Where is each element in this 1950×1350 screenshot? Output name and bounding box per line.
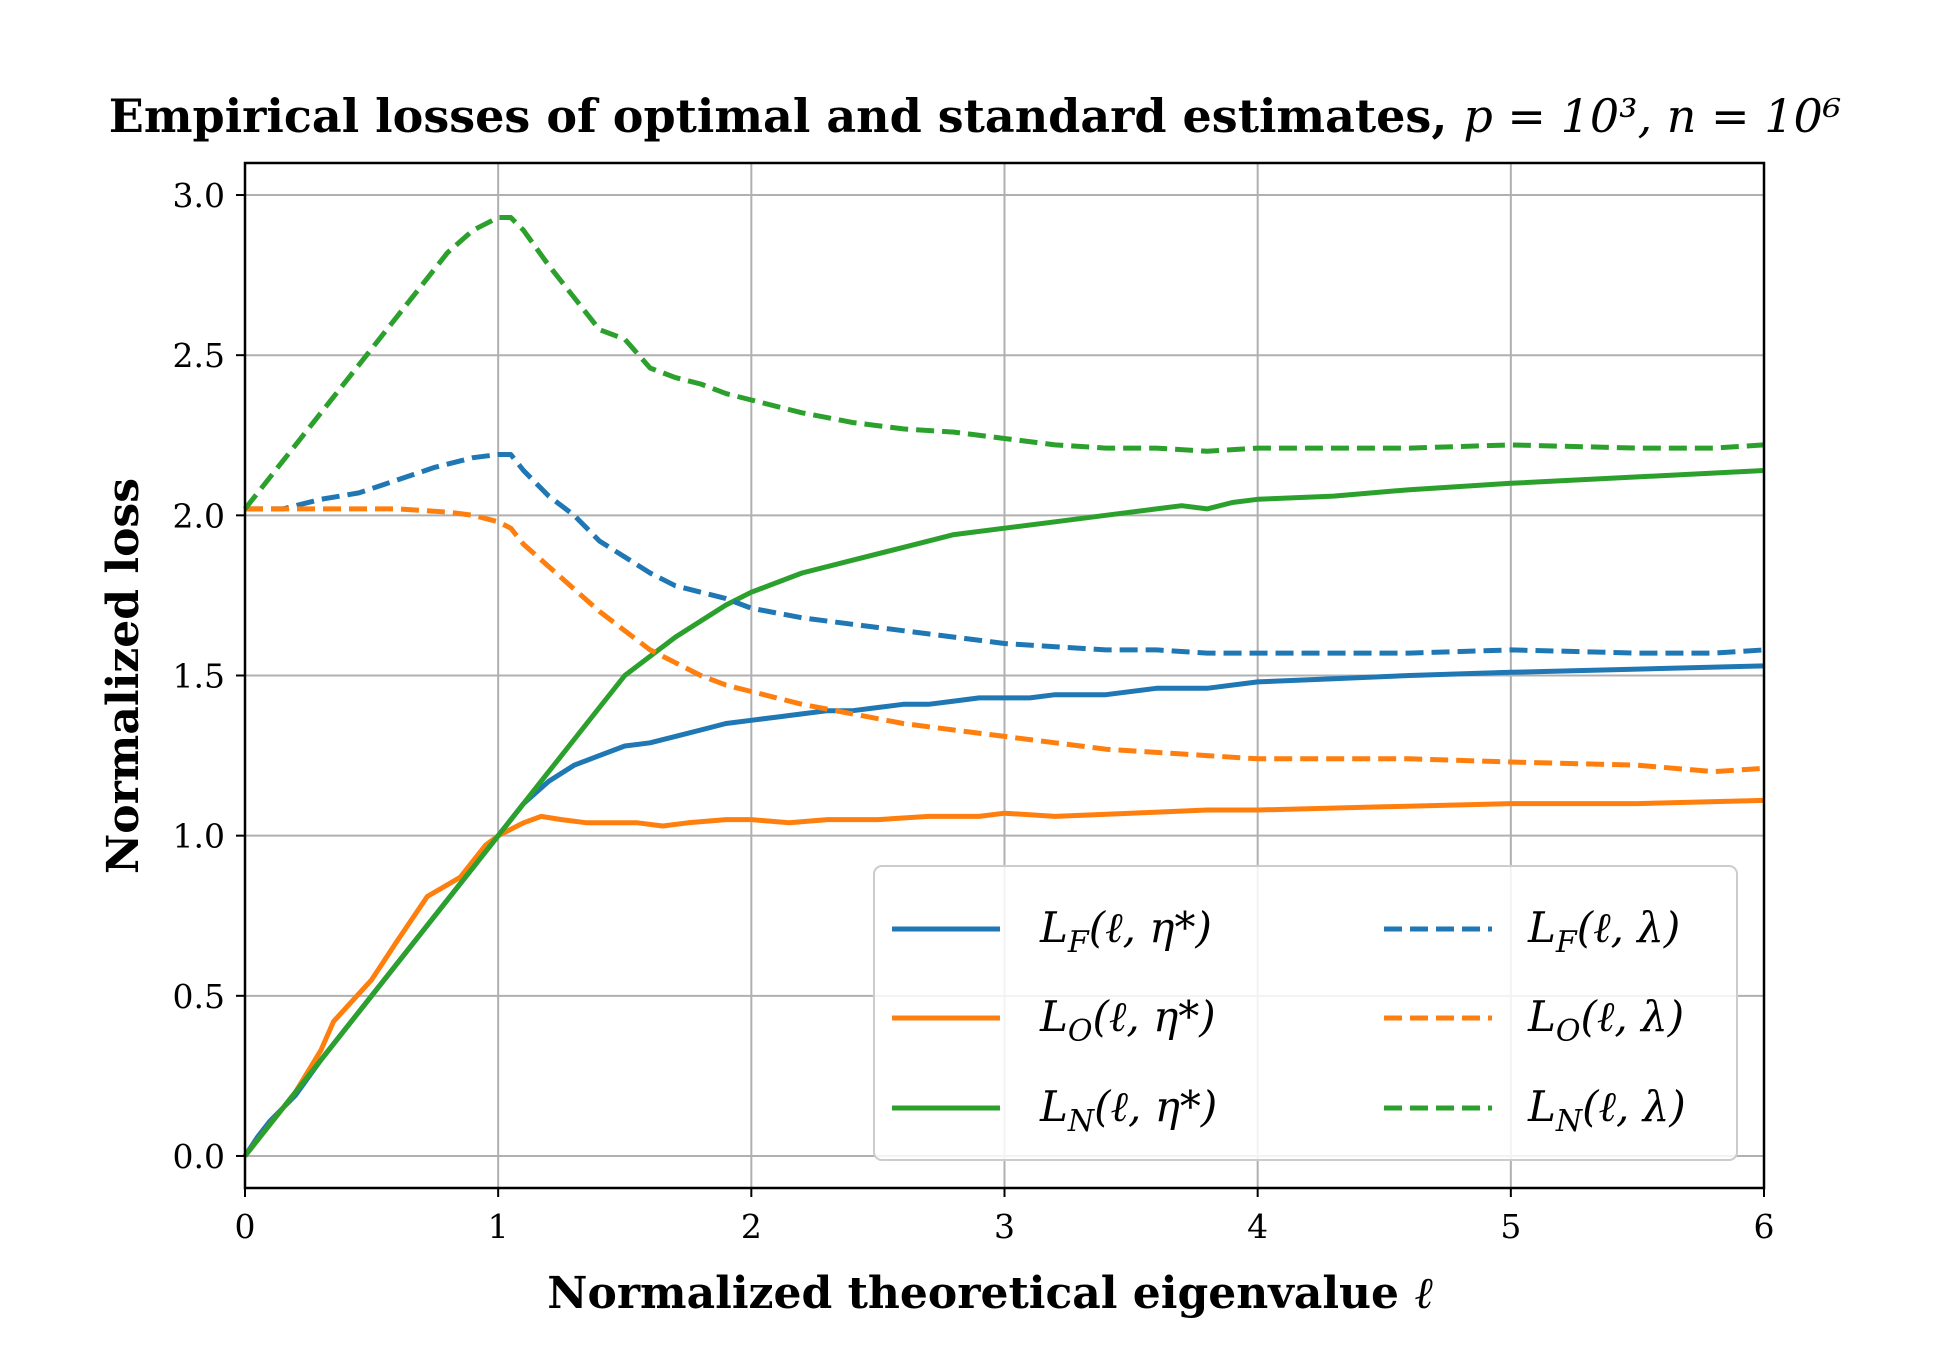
series-line-6 <box>243 215 1765 511</box>
x-tick-label: 6 <box>1754 1207 1775 1246</box>
axis-ticks: 0 1 2 3 4 5 6 0.0 0.5 1.0 1.5 2.0 2.5 3.0 <box>173 176 1775 1246</box>
legend-label-3: LN(ℓ, η*) <box>1039 1082 1217 1139</box>
y-tick-label: 0.0 <box>173 1137 225 1176</box>
x-axis-label: Normalized theoretical eigenvalue ℓ <box>547 1268 1433 1319</box>
legend-label-1: LF(ℓ, η*) <box>1039 903 1212 960</box>
x-tick-label: 4 <box>1247 1207 1268 1246</box>
x-tick-label: 5 <box>1500 1207 1521 1246</box>
y-tick-label: 2.0 <box>173 496 225 535</box>
legend-label-6: LN(ℓ, λ) <box>1527 1082 1686 1139</box>
y-axis-label: Normalized loss <box>98 478 149 874</box>
x-tick-label: 0 <box>235 1207 256 1246</box>
legend-label-2: LO(ℓ, η*) <box>1039 992 1216 1049</box>
y-tick-label: 1.0 <box>173 817 225 856</box>
series-line-5 <box>245 506 1765 775</box>
x-tick-label: 3 <box>994 1207 1015 1246</box>
series-line-2 <box>243 797 1765 1158</box>
grid <box>244 163 1765 1188</box>
chart-title: Empirical losses of optimal and standard… <box>109 89 1841 143</box>
legend-box <box>873 865 1738 1161</box>
legend-label-5: LO(ℓ, λ) <box>1527 992 1684 1049</box>
x-tick-label: 2 <box>741 1207 762 1246</box>
y-tick-label: 3.0 <box>173 176 225 215</box>
y-tick-label: 2.5 <box>173 336 225 375</box>
y-tick-label: 0.5 <box>173 977 225 1016</box>
y-tick-label: 1.5 <box>173 657 225 696</box>
series-line-3 <box>243 468 1765 1158</box>
series-group <box>242 215 1765 1158</box>
x-tick-label: 1 <box>488 1207 509 1246</box>
series-line-4 <box>245 452 1765 656</box>
legend: LF(ℓ, η*) LO(ℓ, η*) LN(ℓ, η*) LF(ℓ, λ) LO(ℓ,… <box>873 865 1738 1161</box>
legend-label-4: LF(ℓ, λ) <box>1527 903 1680 960</box>
